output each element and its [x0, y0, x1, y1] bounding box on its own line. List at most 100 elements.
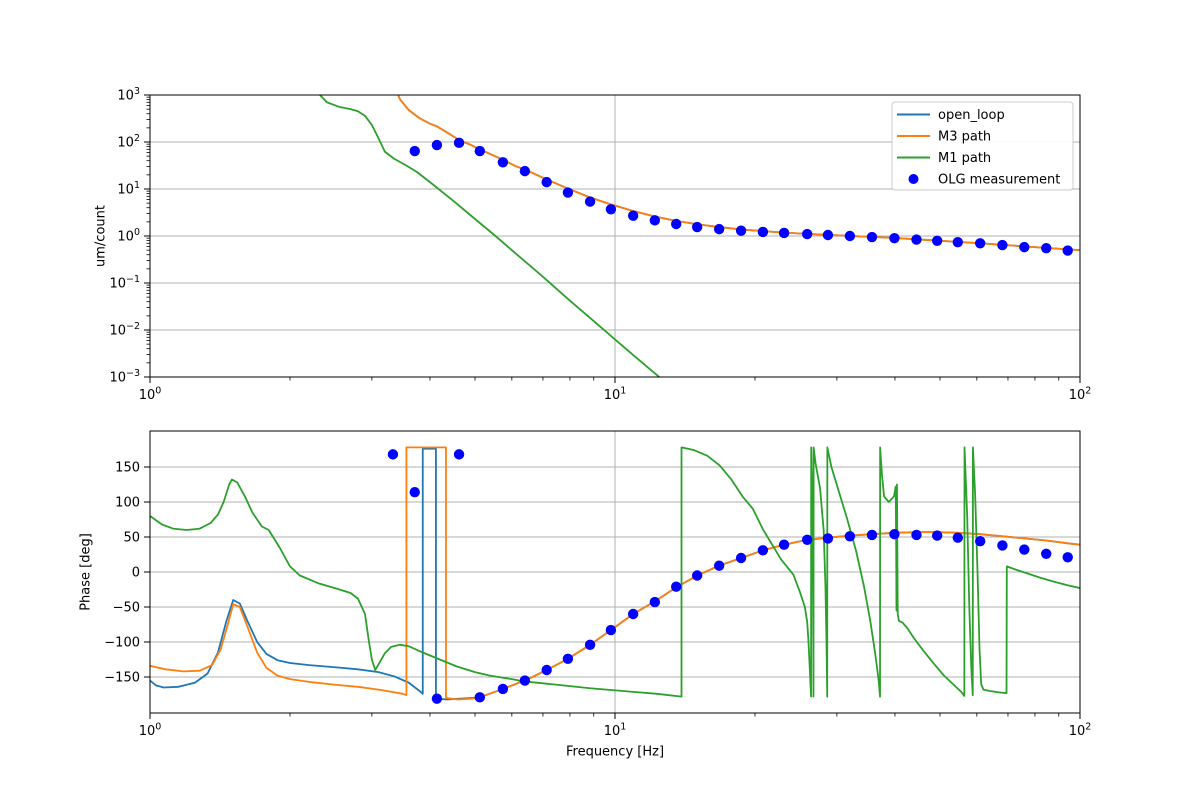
tick-label: −150 [104, 671, 140, 686]
olg-measurement-point [627, 608, 639, 620]
olg-measurement-point [866, 529, 878, 541]
legend-item-M3-path: M3 path [897, 130, 991, 145]
olg-measurement-point [911, 234, 922, 245]
olg-measurement-point [974, 536, 986, 547]
olg-measurement-point [474, 692, 486, 703]
olg-measurement-point [691, 570, 703, 581]
legend-item-M1-path: M1 path [897, 151, 991, 166]
olg-measurement-point [691, 221, 703, 233]
olg-measurement-point [1019, 544, 1030, 555]
olg-measurement-point [671, 581, 682, 592]
legend-label: open_loop [938, 108, 1005, 123]
olg-measurement-point [889, 528, 900, 540]
olg-measurement-point [605, 204, 617, 215]
tick-label: 50 [123, 530, 140, 545]
tick-label: 100 [117, 227, 140, 245]
olg-measurement-point [844, 230, 856, 242]
olg-measurement-point [778, 227, 790, 239]
tick-label: 102 [117, 133, 140, 151]
tick-label: 102 [1069, 386, 1092, 404]
tick-label: 10−2 [109, 321, 140, 339]
tick-label: −100 [104, 636, 140, 651]
phase-y-axis-label: Phase [deg] [78, 533, 94, 611]
olg-measurement-point [649, 215, 661, 226]
olg-measurement-point [497, 683, 509, 695]
olg-measurement-point [757, 226, 769, 238]
olg-measurement-point [584, 196, 596, 207]
tick-label: 100 [115, 495, 140, 510]
grid [150, 95, 1080, 377]
olg-measurement-point [889, 232, 900, 244]
olg-measurement-point [911, 529, 922, 541]
phase-subplot: 100 101 102 150 100 50 0 −50 −100 −150 [104, 430, 1091, 739]
olg-measurement-point [671, 218, 682, 230]
olg-measurement-point [453, 449, 465, 460]
x-axis-label: Frequency [Hz] [565, 744, 665, 760]
tick-label: 10−1 [109, 274, 140, 292]
olg-measurement-point [1062, 245, 1073, 256]
olg-measurement-point [1019, 241, 1030, 253]
plot-area [318, 95, 1080, 377]
legend-label: OLG measurement [938, 173, 1060, 188]
olg-measurement-point [431, 693, 443, 704]
olg-measurement-point [1041, 548, 1052, 559]
olg-measurement-point [497, 157, 509, 168]
olg-measurement-point [562, 653, 574, 665]
magnitude-subplot: 100 101 102 103 102 101 100 10−1 10−2 10−3 [109, 86, 1091, 403]
olg-measurement-point [584, 639, 596, 651]
tick-label: 100 [139, 386, 162, 404]
tick-label: 10−3 [109, 368, 140, 386]
olg-measurement-point [974, 238, 986, 249]
legend: open_loop M3 path M1 path OLG measurement [891, 101, 1074, 191]
tick-label: 100 [139, 722, 162, 740]
ticks: 100 101 102 103 102 101 100 10−1 10−2 10−3 [109, 86, 1091, 403]
tick-label: 101 [604, 386, 627, 404]
olg-measurement-point [453, 137, 465, 149]
olg-measurement-point [931, 235, 943, 247]
olg-measurement-point [1062, 552, 1073, 563]
olg-measurement-point [562, 187, 574, 198]
tick-label: 101 [117, 180, 140, 198]
olg-measurement-point [519, 675, 531, 686]
olg-measurement-point [649, 596, 661, 608]
tick-label: 150 [115, 460, 140, 475]
legend-dot-sample [908, 174, 919, 184]
olg-measurement-point [801, 534, 813, 545]
plot-area [150, 446, 1080, 704]
olg-measurement-point [735, 225, 747, 236]
olg-measurement-point [931, 530, 943, 541]
olg-measurement-point [801, 228, 813, 240]
olg-measurement-point [952, 532, 963, 543]
olg-measurement-point [605, 624, 617, 636]
olg-measurement-point [1041, 243, 1052, 254]
series-line-M1-path [150, 446, 1080, 698]
olg-measurement-point [844, 531, 856, 542]
olg-measurement-point [519, 165, 531, 177]
tick-label: −50 [113, 601, 140, 616]
olg-measurement-point [952, 236, 963, 248]
olg-measurement-point [474, 145, 486, 157]
tick-label: 0 [132, 566, 140, 581]
magnitude-y-axis-label: um/count [93, 205, 109, 267]
legend-item-OLG-measurement: OLG measurement [908, 173, 1060, 188]
olg-measurement-point [778, 539, 790, 550]
olg-measurement-point [866, 231, 878, 243]
ticks: 100 101 102 150 100 50 0 −50 −100 −150 [104, 460, 1091, 739]
olg-measurement-point [387, 449, 399, 460]
olg-measurement-point [822, 229, 834, 241]
legend-item-open_loop: open_loop [897, 108, 1005, 123]
olg-measurement-point [997, 540, 1008, 551]
olg-measurement-point [627, 210, 639, 221]
legend-label: M3 path [938, 130, 991, 145]
tick-label: 101 [604, 722, 627, 740]
olg-measurement-point [735, 552, 747, 564]
tick-label: 102 [1069, 722, 1092, 740]
olg-measurement-point [822, 533, 834, 544]
olg-measurement-point [541, 176, 552, 188]
tick-label: 103 [117, 86, 140, 104]
olg-measurement-point [713, 223, 725, 235]
grid [150, 431, 1080, 713]
olg-measurement-point [757, 545, 769, 556]
